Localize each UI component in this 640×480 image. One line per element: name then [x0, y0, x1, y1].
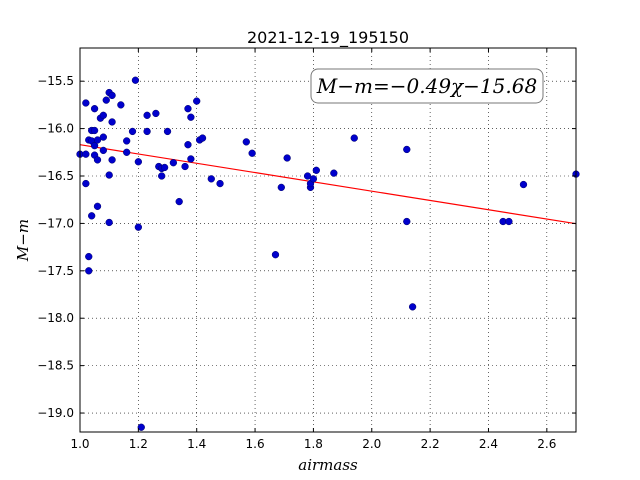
data-point — [93, 156, 102, 164]
data-point — [93, 136, 102, 144]
data-point — [163, 127, 172, 136]
data-point — [309, 175, 318, 183]
data-point — [184, 141, 192, 149]
data-point — [181, 162, 189, 171]
data-point — [105, 218, 113, 227]
data-point — [117, 101, 125, 109]
data-point — [82, 179, 90, 188]
fit-line — [79, 144, 577, 225]
data-point — [169, 159, 178, 167]
chart-title: 2021-12-19_195150 — [247, 28, 409, 48]
data-point — [134, 158, 143, 166]
data-points — [76, 76, 580, 431]
data-point — [187, 155, 195, 163]
data-point — [85, 267, 93, 275]
data-point — [90, 126, 99, 135]
y-tick-label: −16.0 — [37, 122, 74, 136]
data-point — [216, 179, 224, 188]
data-point — [519, 180, 528, 189]
y-tick-label: −18.5 — [37, 359, 74, 373]
data-point — [505, 217, 513, 226]
x-tick-label: 2.2 — [421, 437, 440, 451]
data-point — [134, 223, 143, 231]
x-tick-label: 1.2 — [129, 437, 148, 451]
data-point — [143, 127, 151, 136]
x-tick-label: 1.0 — [70, 437, 89, 451]
data-point — [143, 111, 151, 119]
data-point — [102, 96, 110, 104]
y-tick-label: −19.0 — [37, 406, 74, 420]
data-point — [198, 134, 207, 142]
data-point — [90, 105, 99, 113]
data-point — [108, 118, 116, 126]
x-tick-label: 1.4 — [187, 437, 206, 451]
x-tick-label: 1.6 — [246, 437, 265, 451]
data-point — [350, 134, 358, 142]
plot-frame — [79, 47, 577, 433]
y-tick-label: −18.0 — [37, 311, 74, 325]
data-point — [248, 149, 256, 157]
x-tick-label: 2.4 — [479, 437, 498, 451]
annotation-box — [310, 68, 544, 104]
data-point — [184, 105, 192, 113]
data-point — [193, 97, 201, 105]
data-point — [123, 148, 131, 156]
y-tick-label: −17.5 — [37, 264, 74, 278]
axis-ticks: 1.0 1.2 1.4 1.6 1.8 2.0 2.2 2.4 2.6 −15.5 −16.0 −16… — [37, 48, 576, 451]
x-axis-label: airmass — [298, 456, 358, 474]
data-point — [131, 76, 140, 84]
data-point — [277, 183, 285, 192]
data-point — [99, 146, 107, 155]
data-point — [207, 175, 215, 183]
data-point — [271, 251, 280, 259]
data-point — [88, 212, 96, 220]
data-point — [99, 133, 107, 141]
data-point — [283, 154, 291, 162]
data-point — [123, 137, 131, 145]
data-point — [403, 217, 411, 226]
data-point — [137, 423, 145, 431]
y-tick-label: −17.0 — [37, 216, 74, 230]
fit-annotation: M−m=−0.49χ−15.68 — [310, 68, 544, 104]
annotation-text: M−m=−0.49χ−15.68 — [316, 74, 537, 98]
data-point — [152, 109, 160, 118]
data-point — [175, 197, 183, 206]
data-point — [303, 172, 312, 180]
data-point — [85, 252, 93, 261]
data-point — [160, 163, 169, 172]
data-point — [108, 156, 116, 164]
data-point — [312, 166, 320, 174]
data-point — [242, 138, 250, 146]
data-point — [408, 303, 417, 311]
data-point — [82, 150, 90, 158]
y-tick-label: −15.5 — [37, 74, 74, 88]
data-point — [90, 142, 99, 150]
x-tick-label: 2.0 — [362, 437, 381, 451]
y-axis-label: M−m — [14, 219, 32, 262]
data-point — [187, 113, 195, 121]
data-point — [82, 99, 90, 107]
data-point — [128, 127, 137, 136]
fit-line-group — [79, 144, 577, 225]
x-tick-label: 1.8 — [304, 437, 323, 451]
data-point — [108, 91, 116, 100]
data-point — [403, 145, 411, 154]
x-tick-label: 2.6 — [537, 437, 556, 451]
data-point — [93, 202, 102, 210]
data-point — [158, 172, 166, 180]
data-point — [105, 171, 113, 179]
y-tick-label: −16.5 — [37, 169, 74, 183]
data-point — [330, 169, 338, 177]
data-point — [99, 111, 107, 119]
